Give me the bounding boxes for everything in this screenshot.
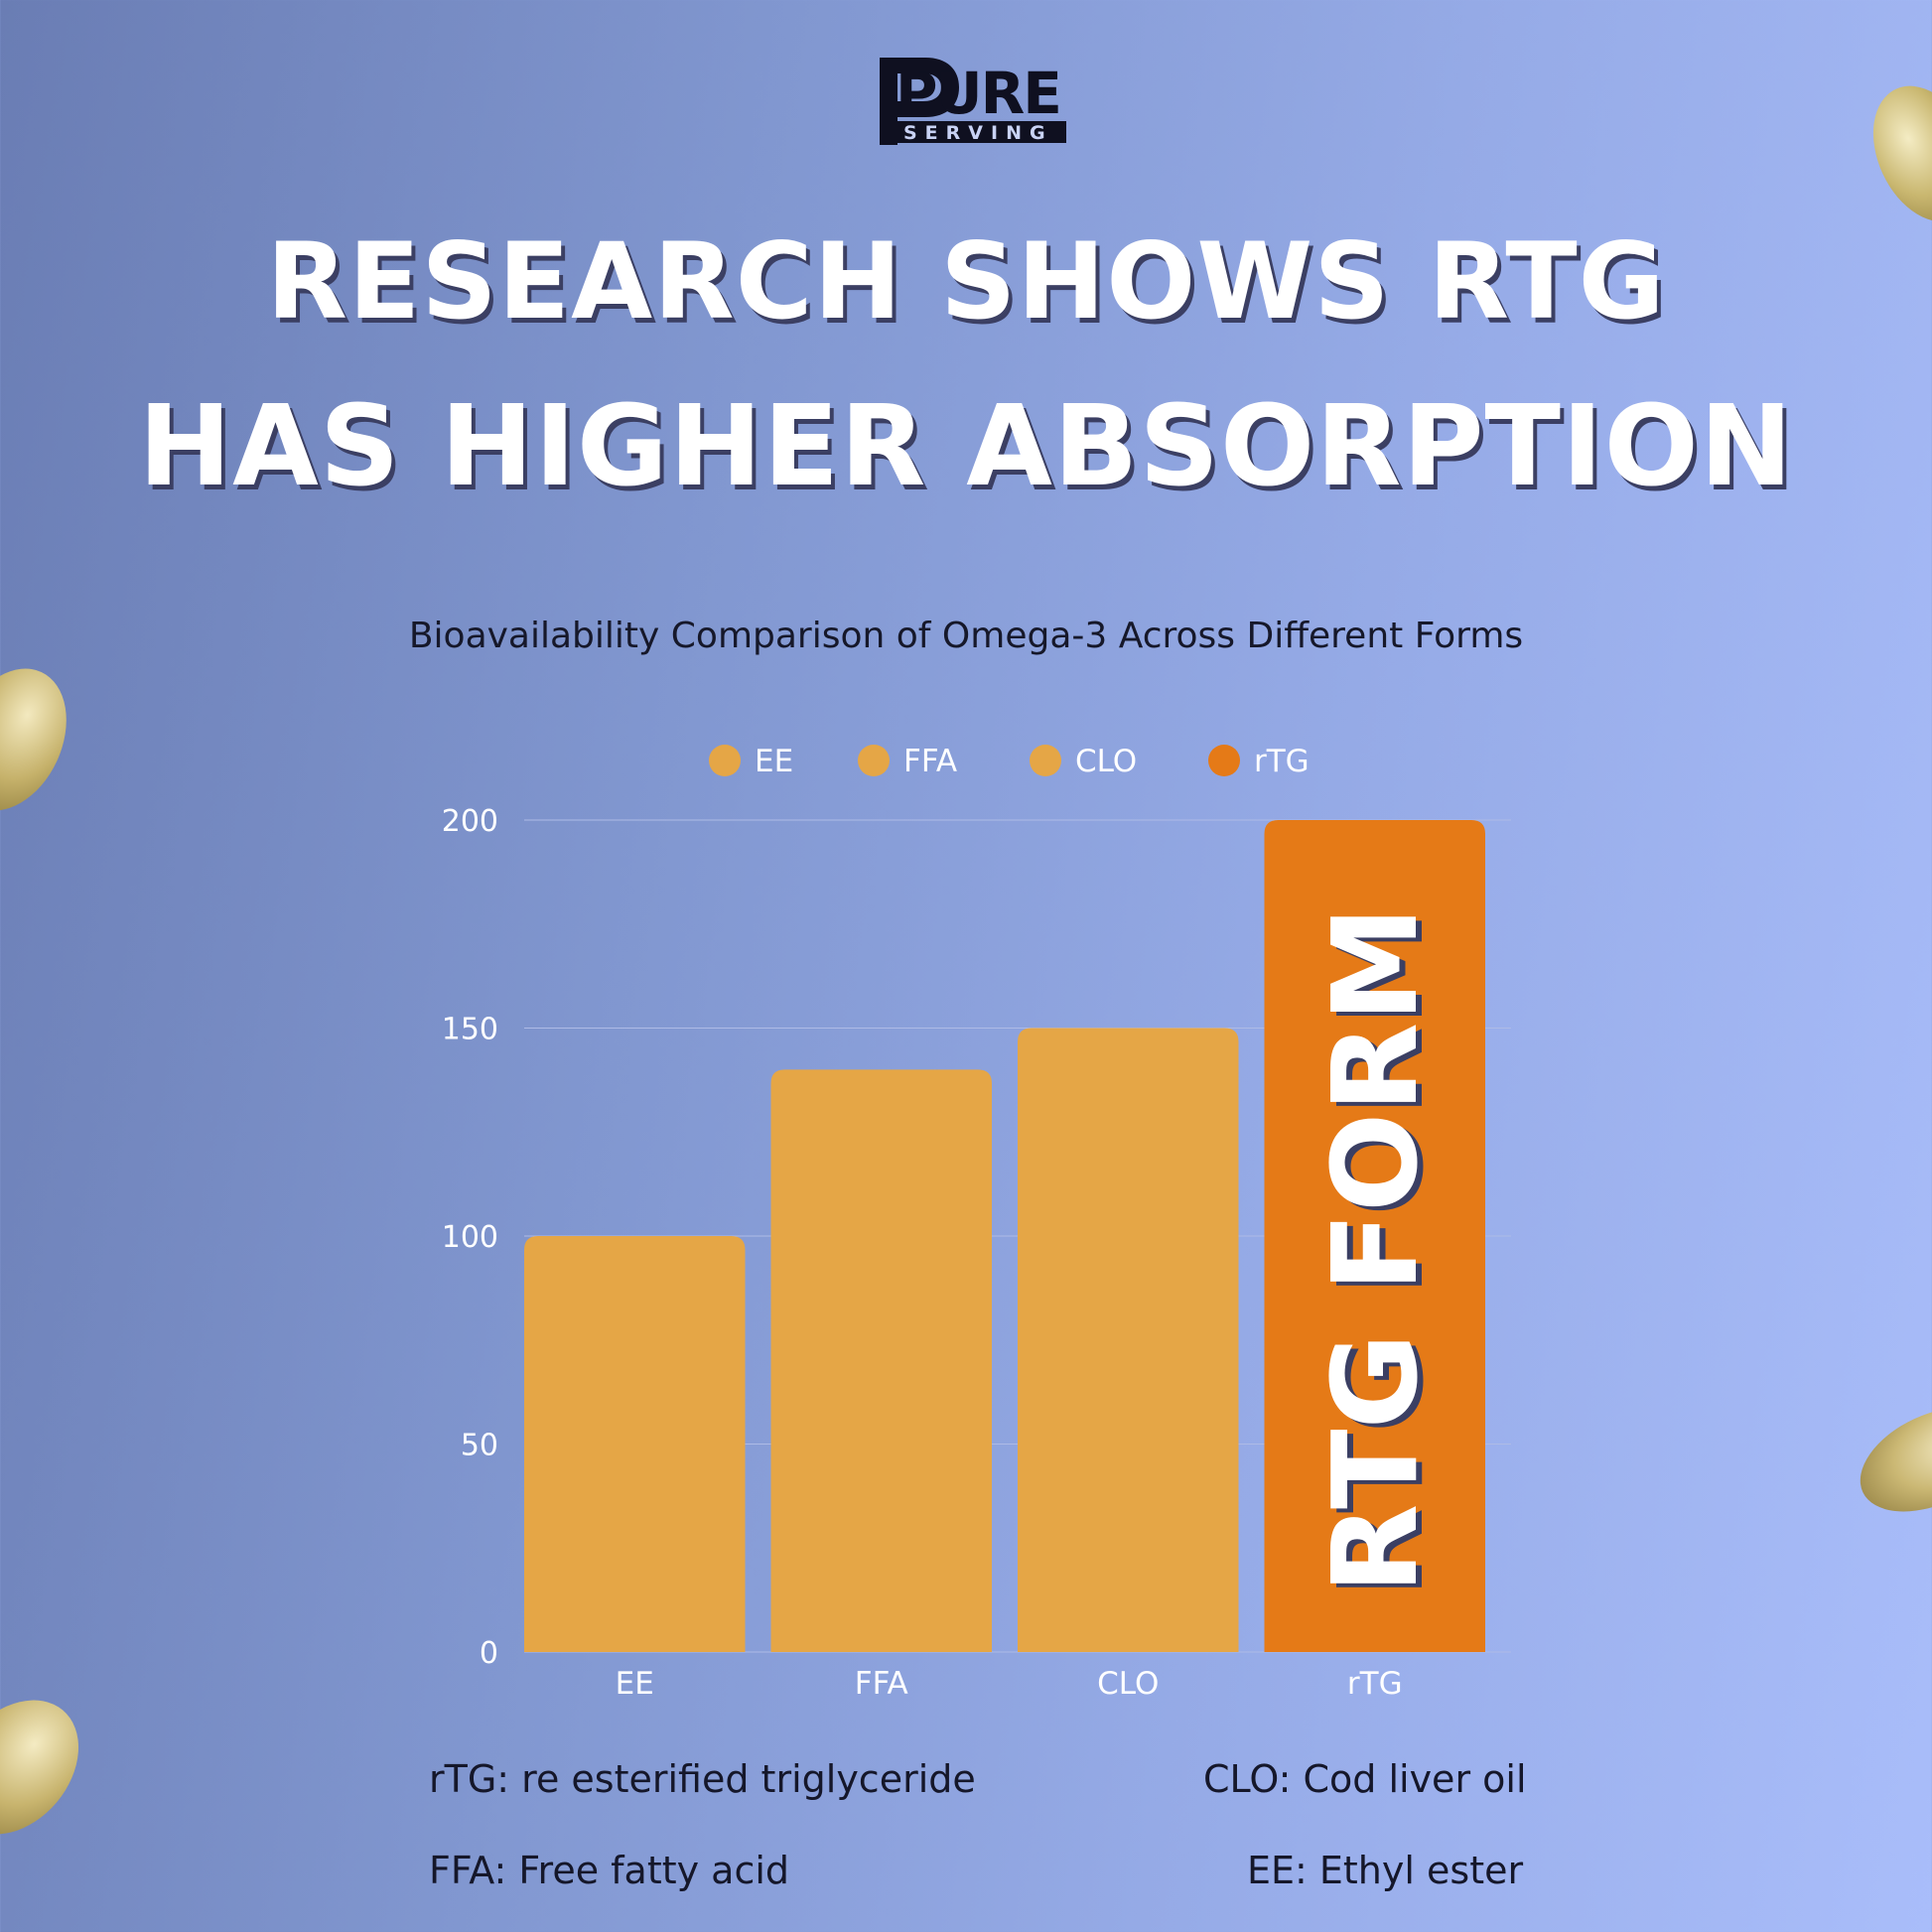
bar-ee	[524, 1236, 746, 1652]
footnote-ee: EE: Ethyl ester	[1247, 1849, 1524, 1892]
footnote-rtg: rTG: re esterified triglyceride	[429, 1757, 976, 1801]
chart-title: Bioavailability Comparison of Omega-3 Ac…	[408, 616, 1524, 656]
legend-label: rTG	[1254, 744, 1310, 779]
bar-clo	[1018, 1028, 1239, 1652]
capsule-right-icon	[1860, 1407, 1932, 1512]
brand-logo: PURE SERVING	[880, 58, 1066, 145]
capsule-bottom-left-icon	[0, 1700, 79, 1835]
y-tick-label: 200	[442, 804, 498, 839]
logo-top-text: PURE	[896, 60, 1060, 127]
x-tick-label: EE	[616, 1666, 654, 1702]
y-axis-ticks: 0 50 100 150 200	[442, 804, 498, 1671]
rtg-form-annotation-shadow: RTG FORM	[1312, 909, 1449, 1597]
legend-swatch-ee	[709, 745, 741, 776]
x-tick-label: rTG	[1347, 1666, 1403, 1702]
capsule-left-icon	[0, 668, 67, 811]
x-tick-label: CLO	[1097, 1666, 1159, 1702]
legend-label: FFA	[903, 744, 957, 779]
legend-swatch-clo	[1030, 745, 1061, 776]
legend-swatch-rtg	[1208, 745, 1240, 776]
bar-rtg	[1264, 820, 1485, 1652]
legend-label: CLO	[1075, 744, 1137, 779]
x-tick-label: FFA	[855, 1666, 908, 1702]
bar-ffa	[770, 1069, 992, 1652]
y-tick-label: 100	[442, 1220, 498, 1255]
footnote-clo: CLO: Cod liver oil	[1203, 1757, 1527, 1801]
logo-bottom-text: SERVING	[903, 122, 1053, 144]
y-tick-label: 150	[442, 1013, 498, 1047]
rtg-form-annotation: RTG FORM	[1307, 905, 1444, 1593]
chart-bars	[524, 820, 1485, 1652]
x-axis-ticks: EE FFA CLO rTG	[616, 1666, 1403, 1702]
chart-legend: EE FFA CLO rTG	[709, 744, 1310, 779]
capsule-top-right-icon	[1872, 85, 1932, 222]
headline-line-1: RESEARCH SHOWS RTG	[266, 220, 1666, 343]
y-tick-label: 0	[480, 1636, 498, 1671]
footnote-ffa: FFA: Free fatty acid	[429, 1849, 790, 1892]
y-tick-label: 50	[461, 1429, 498, 1463]
headline-line-2: HAS HIGHER ABSORPTION	[138, 382, 1794, 511]
legend-swatch-ffa	[858, 745, 890, 776]
legend-label: EE	[755, 744, 793, 779]
